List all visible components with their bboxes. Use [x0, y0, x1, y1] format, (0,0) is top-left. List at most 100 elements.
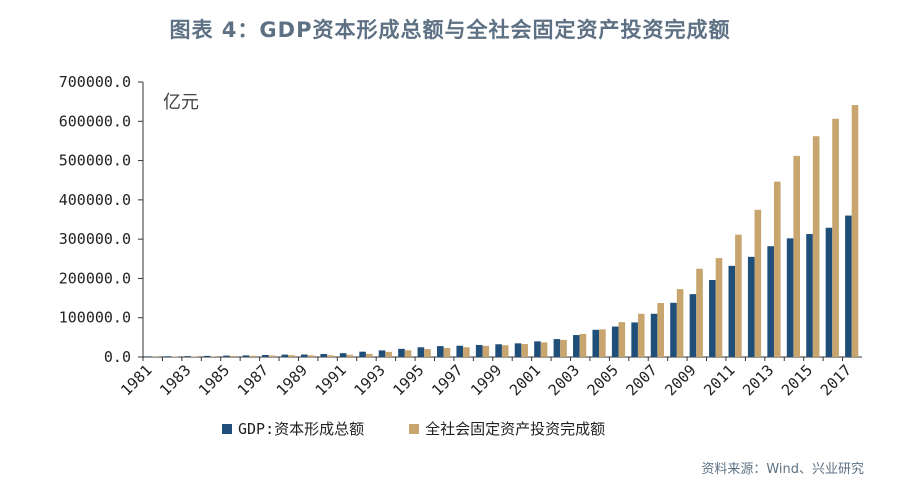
- bar-fai-1994: [404, 350, 412, 357]
- bar-gdp-2016: [825, 227, 833, 357]
- bar-fai-2001: [540, 342, 548, 357]
- bar-gdp-1995: [417, 347, 425, 357]
- bar-gdp-2013: [767, 246, 774, 357]
- bar-gdp-2014: [786, 238, 794, 357]
- x-tick-label: 2007: [623, 361, 661, 399]
- bar-gdp-2005: [611, 326, 619, 357]
- bar-gdp-1997: [456, 345, 464, 357]
- bar-fai-1983: [190, 356, 198, 357]
- bar-gdp-2004: [592, 329, 600, 357]
- x-tick-label: 1989: [273, 361, 311, 399]
- bar-fai-1995: [424, 349, 431, 357]
- bar-fai-1985: [229, 356, 237, 357]
- bars: [145, 105, 859, 357]
- x-tick-label: 2013: [739, 361, 777, 399]
- x-tick-label: 1999: [467, 361, 505, 399]
- x-tick-label: 2005: [584, 361, 622, 399]
- bar-fai-1984: [210, 356, 218, 357]
- bar-fai-2017: [851, 105, 859, 357]
- y-tick-label: 400000.0: [59, 191, 131, 209]
- legend-label-fai: 全社会固定资产投资完成额: [425, 420, 606, 438]
- x-tick-label: 1991: [312, 361, 350, 399]
- bar-fai-2015: [812, 136, 820, 357]
- x-tick-label: 1995: [389, 361, 427, 399]
- y-axis: 0.0 100000.0 200000.0 300000.0 400000.0 50000…: [59, 73, 144, 366]
- bar-gdp-1984: [203, 355, 211, 357]
- x-tick-label: 1985: [195, 361, 233, 399]
- bar-fai-1991: [346, 354, 354, 357]
- bar-fai-2016: [832, 118, 839, 357]
- y-tick-label: 500000.0: [59, 152, 131, 170]
- bar-fai-1998: [482, 345, 490, 357]
- chart-title: 图表 4：GDP资本形成总额与全社会固定资产投资完成额: [169, 18, 731, 42]
- bar-gdp-2012: [747, 256, 755, 357]
- x-tick-label: 2003: [545, 361, 583, 399]
- bar-fai-2009: [696, 268, 703, 357]
- bar-fai-1992: [365, 353, 373, 357]
- x-tick-label: 2011: [700, 361, 738, 399]
- legend-item-gdp: GDP:资本形成总额: [222, 418, 364, 439]
- bar-gdp-1991: [339, 353, 347, 357]
- bar-fai-2010: [715, 258, 723, 357]
- y-tick-label: 600000.0: [59, 112, 131, 130]
- x-tick-label: 1993: [350, 361, 388, 399]
- bar-fai-2006: [637, 313, 645, 357]
- bar-fai-1997: [463, 347, 470, 357]
- y-tick-label: 200000.0: [59, 269, 131, 287]
- bar-gdp-1983: [184, 356, 191, 357]
- bar-gdp-1999: [495, 344, 502, 357]
- bar-gdp-2001: [534, 341, 541, 357]
- bar-fai-1999: [501, 345, 509, 357]
- bar-fai-2000: [521, 344, 528, 357]
- bar-gdp-1990: [320, 353, 328, 357]
- bar-gdp-1996: [437, 346, 444, 357]
- legend-item-fai: 全社会固定资产投资完成额: [409, 418, 605, 439]
- bar-gdp-2015: [806, 234, 813, 357]
- bar-gdp-2006: [631, 322, 638, 357]
- bar-fai-1987: [268, 355, 276, 357]
- x-axis: 1981 1983 1985 1987 1989 1991 1993 1995 1997 1999…: [117, 356, 862, 399]
- bar-gdp-1986: [242, 355, 250, 357]
- bar-fai-1996: [443, 347, 451, 357]
- y-tick-label: 700000.0: [59, 73, 131, 91]
- legend-swatch-fai: [409, 423, 420, 434]
- bar-gdp-1988: [281, 354, 289, 357]
- bar-fai-2012: [754, 209, 762, 357]
- bar-gdp-2000: [514, 343, 522, 357]
- x-tick-label: 1997: [428, 361, 466, 399]
- bar-fai-1986: [249, 355, 256, 357]
- bar-gdp-2009: [689, 294, 697, 357]
- bar-fai-2007: [657, 303, 664, 357]
- bar-gdp-1994: [398, 348, 405, 357]
- bar-fai-2013: [773, 181, 781, 357]
- bar-gdp-2008: [670, 302, 677, 357]
- bar-fai-2005: [618, 322, 626, 357]
- bar-fai-1990: [327, 355, 334, 357]
- bar-gdp-1993: [378, 350, 386, 357]
- bar-gdp-1985: [223, 355, 230, 357]
- x-tick-label: 2015: [778, 361, 816, 399]
- bar-fai-1993: [385, 351, 392, 357]
- bar-gdp-1992: [359, 351, 366, 357]
- x-tick-label: 2009: [661, 361, 699, 399]
- y-tick-label: 100000.0: [59, 309, 131, 327]
- bar-gdp-2007: [650, 313, 658, 357]
- unit-label: 亿元: [163, 92, 199, 113]
- bar-fai-1988: [288, 355, 295, 357]
- x-tick-label: 1983: [156, 361, 194, 399]
- bar-gdp-1987: [262, 354, 269, 357]
- bar-fai-2003: [579, 333, 587, 357]
- x-tick-label: 1981: [117, 361, 155, 399]
- bar-fai-2011: [735, 234, 742, 357]
- bar-fai-1989: [307, 355, 315, 357]
- bar-fai-2008: [676, 289, 684, 357]
- bar-gdp-1982: [164, 356, 172, 357]
- x-tick-label: 2001: [506, 361, 544, 399]
- bar-gdp-2010: [709, 280, 716, 357]
- legend-label-gdp: GDP:资本形成总额: [238, 420, 365, 438]
- legend-swatch-gdp: [222, 423, 232, 434]
- bar-gdp-1989: [300, 354, 308, 357]
- x-tick-label: 1987: [234, 361, 272, 399]
- y-tick-label: 300000.0: [59, 230, 131, 248]
